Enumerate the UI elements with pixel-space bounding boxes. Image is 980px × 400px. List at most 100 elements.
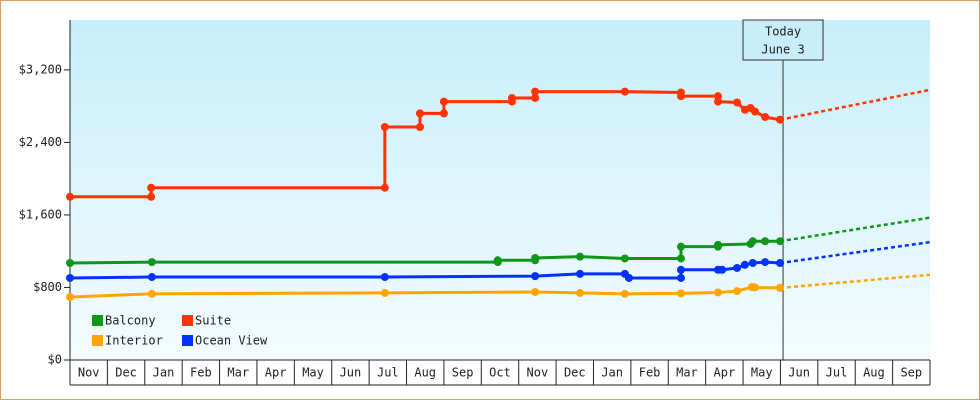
x-tick-label: Sep — [900, 366, 922, 380]
point — [531, 87, 540, 96]
point — [748, 237, 757, 246]
series-line — [69, 260, 781, 280]
x-tick-label: Dec — [564, 366, 586, 380]
point — [776, 258, 785, 267]
point — [676, 254, 685, 263]
y-tick-label: $3,200 — [19, 62, 62, 76]
point — [713, 97, 722, 106]
x-tick-label: Mar — [227, 366, 249, 380]
legend-label: Interior — [105, 334, 163, 348]
point — [531, 272, 540, 281]
legend-swatch — [92, 335, 103, 346]
x-tick-label: Feb — [639, 366, 661, 380]
point — [776, 237, 785, 246]
point — [733, 287, 742, 296]
point — [761, 237, 770, 246]
today-label: June 3 — [761, 43, 804, 57]
x-tick-label: Jul — [377, 366, 399, 380]
x-tick-label: Oct — [489, 366, 511, 380]
point — [66, 258, 74, 267]
point — [676, 92, 685, 101]
point — [66, 292, 74, 301]
x-tick-label: May — [751, 366, 773, 380]
point — [415, 122, 424, 131]
point — [625, 273, 633, 282]
projection-line — [779, 88, 931, 121]
point — [147, 289, 156, 298]
point — [748, 258, 757, 267]
legend-swatch — [182, 315, 193, 326]
point — [380, 273, 389, 282]
point — [676, 289, 685, 298]
point — [439, 109, 448, 118]
projection-line — [779, 216, 931, 243]
point — [761, 258, 770, 267]
point — [761, 113, 770, 122]
point — [531, 93, 540, 102]
x-tick-label: May — [302, 366, 324, 380]
point — [713, 288, 722, 297]
x-tick-label: Feb — [190, 366, 212, 380]
x-tick-label: Jul — [826, 366, 848, 380]
x-tick-label: Aug — [414, 366, 436, 380]
x-tick-label: Apr — [265, 366, 287, 380]
x-tick-label: Apr — [714, 366, 736, 380]
x-tick-label: Jun — [340, 366, 362, 380]
legend-swatch — [92, 315, 103, 326]
x-tick-label: Aug — [863, 366, 885, 380]
point — [576, 288, 585, 297]
today-box — [742, 19, 824, 61]
legend-swatch — [182, 335, 193, 346]
point — [776, 115, 785, 124]
point — [507, 93, 516, 102]
point — [713, 240, 722, 249]
x-tick-label: Jun — [788, 366, 810, 380]
x-tick-label: Nov — [78, 366, 100, 380]
y-tick-label: $1,600 — [19, 207, 62, 221]
point — [380, 122, 389, 131]
point — [380, 288, 389, 297]
point — [676, 242, 685, 251]
x-tick-label: Mar — [676, 366, 698, 380]
x-tick-label: Sep — [452, 366, 474, 380]
y-tick-label: $800 — [33, 280, 62, 294]
point — [380, 183, 389, 192]
point — [147, 258, 156, 267]
point — [439, 97, 448, 106]
point — [531, 288, 540, 296]
point — [620, 87, 629, 96]
point — [415, 109, 424, 118]
projection-line — [779, 240, 931, 265]
point — [147, 192, 156, 201]
point — [751, 107, 760, 116]
point — [740, 260, 749, 269]
point — [718, 265, 727, 274]
point — [66, 192, 74, 201]
point — [147, 273, 156, 282]
point — [531, 254, 540, 262]
x-tick-label: Nov — [527, 366, 549, 380]
point — [751, 283, 760, 292]
y-tick-label: $2,400 — [19, 135, 62, 149]
point — [620, 289, 629, 298]
point — [576, 252, 585, 261]
point — [147, 183, 156, 192]
point — [733, 98, 742, 107]
point — [776, 283, 785, 292]
legend-label: Balcony — [105, 314, 156, 328]
point — [733, 263, 742, 272]
plot-area — [70, 20, 930, 360]
point — [576, 269, 585, 278]
point — [66, 273, 74, 282]
legend-label: Ocean View — [195, 334, 268, 348]
x-tick-label: Jan — [153, 366, 175, 380]
point — [493, 256, 502, 265]
x-tick-label: Dec — [115, 366, 137, 380]
point — [676, 273, 685, 282]
point — [620, 254, 629, 263]
y-tick-label: $0 — [48, 353, 62, 367]
legend-label: Suite — [195, 314, 231, 328]
today-label: Today — [765, 25, 801, 39]
x-tick-label: Jan — [601, 366, 623, 380]
